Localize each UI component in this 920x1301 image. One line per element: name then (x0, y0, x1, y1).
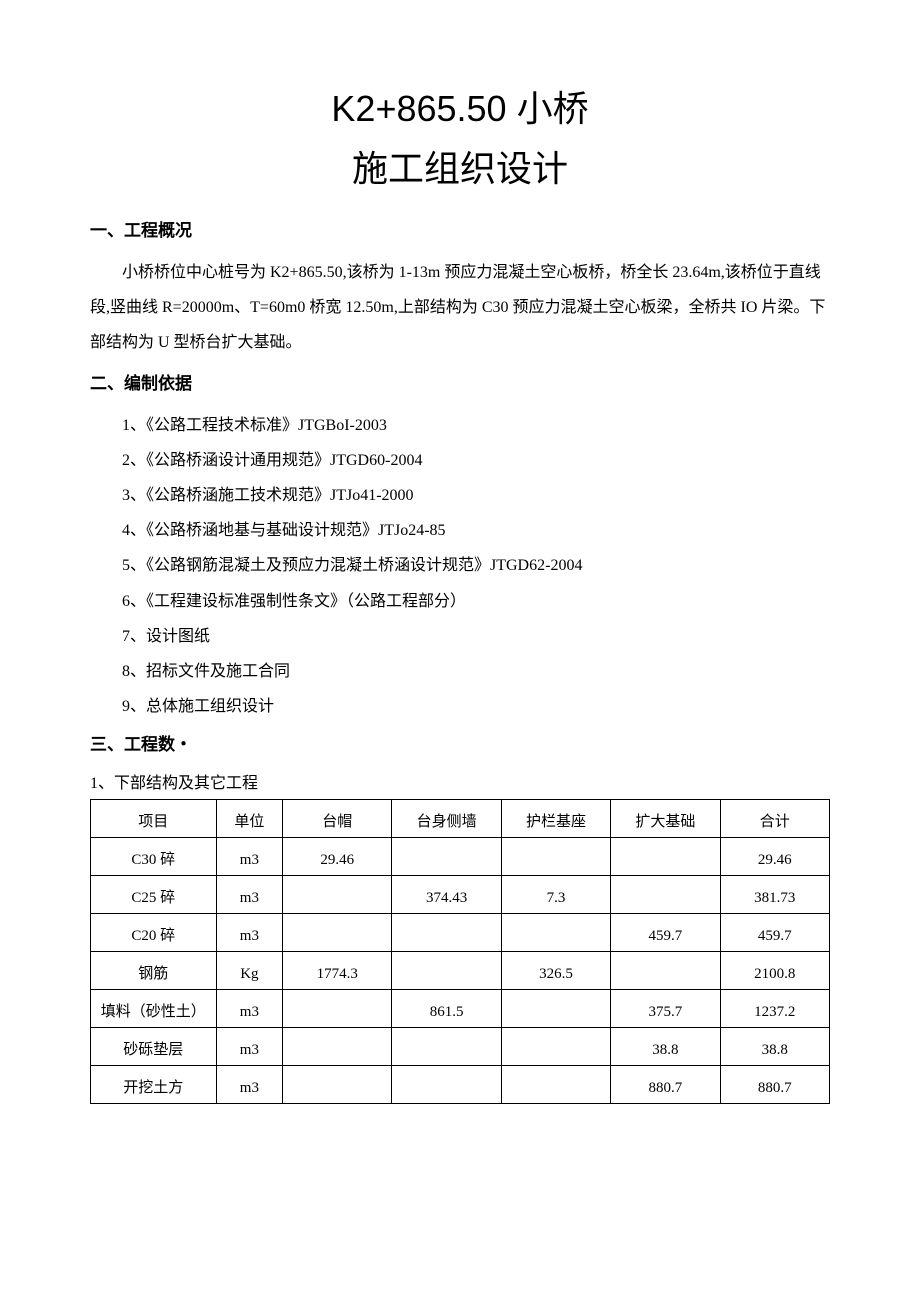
list-item: 8、招标文件及施工合同 (90, 654, 830, 689)
table-row: C30 碎m329.4629.46 (91, 838, 830, 876)
table-cell: 砂砾垫层 (91, 1028, 217, 1066)
table-cell: 29.46 (283, 838, 392, 876)
section-1-heading: 一、工程概况 (90, 216, 830, 241)
table-row: 填料（砂性土）m3 861.5 375.71237.2 (91, 990, 830, 1028)
table-cell: 钢筋 (91, 952, 217, 990)
table-header-cell: 台身侧墙 (392, 800, 501, 838)
table-cell: 38.8 (720, 1028, 829, 1066)
table-header-cell: 项目 (91, 800, 217, 838)
table-header-row: 项目 单位 台帽 台身侧墙 护栏基座 扩大基础 合计 (91, 800, 830, 838)
table-header-cell: 护栏基座 (501, 800, 610, 838)
table-cell (611, 876, 720, 914)
list-item: 1、《公路工程技术标准》JTGBoI-2003 (90, 408, 830, 443)
table-header-cell: 台帽 (283, 800, 392, 838)
table-cell: 375.7 (611, 990, 720, 1028)
engineering-quantity-table: 项目 单位 台帽 台身侧墙 护栏基座 扩大基础 合计 C30 碎m329.462… (90, 799, 830, 1104)
list-item: 4、《公路桥涵地基与基础设计规范》JTJo24-85 (90, 513, 830, 548)
table-cell: 459.7 (720, 914, 829, 952)
table-cell: 2100.8 (720, 952, 829, 990)
table-cell (611, 952, 720, 990)
section-1-paragraph: 小桥桥位中心桩号为 K2+865.50,该桥为 1-13m 预应力混凝土空心板桥… (90, 255, 830, 361)
table-cell: 填料（砂性土） (91, 990, 217, 1028)
table-cell: m3 (216, 1028, 283, 1066)
table-cell: 29.46 (720, 838, 829, 876)
table-cell (501, 914, 610, 952)
table-cell: C30 碎 (91, 838, 217, 876)
section-3-heading: 三、工程数・ (90, 730, 830, 755)
table-cell: C20 碎 (91, 914, 217, 952)
table-body: C30 碎m329.4629.46C25 碎m3374.437.3381.73C… (91, 838, 830, 1104)
table-cell: 326.5 (501, 952, 610, 990)
table-cell (501, 1028, 610, 1066)
table-cell (392, 914, 501, 952)
table-cell: 38.8 (611, 1028, 720, 1066)
table-cell: 880.7 (720, 1066, 829, 1104)
list-item: 7、设计图纸 (90, 619, 830, 654)
table-cell: C25 碎 (91, 876, 217, 914)
table-cell: 374.43 (392, 876, 501, 914)
table-cell (392, 1028, 501, 1066)
table-cell (501, 1066, 610, 1104)
table-cell: m3 (216, 876, 283, 914)
table-cell: 381.73 (720, 876, 829, 914)
section-3-subsection: 1、下部结构及其它工程 (90, 769, 830, 793)
table-cell: Kg (216, 952, 283, 990)
table-cell: m3 (216, 838, 283, 876)
table-cell (392, 838, 501, 876)
table-cell (501, 990, 610, 1028)
list-item: 6、《工程建设标准强制性条文》（公路工程部分） (90, 584, 830, 619)
table-cell: 861.5 (392, 990, 501, 1028)
document-title-line1: K2+865.50 小桥 (90, 80, 830, 132)
table-cell (392, 952, 501, 990)
table-row: 开挖土方m3 880.7880.7 (91, 1066, 830, 1104)
table-header-cell: 合计 (720, 800, 829, 838)
table-cell (283, 990, 392, 1028)
list-item: 3、《公路桥涵施工技术规范》JTJo41-2000 (90, 478, 830, 513)
list-item: 9、总体施工组织设计 (90, 689, 830, 724)
table-cell: 1774.3 (283, 952, 392, 990)
table-cell: 开挖土方 (91, 1066, 217, 1104)
list-item: 2、《公路桥涵设计通用规范》JTGD60-2004 (90, 443, 830, 478)
table-cell: 880.7 (611, 1066, 720, 1104)
table-cell: m3 (216, 1066, 283, 1104)
table-cell: 7.3 (501, 876, 610, 914)
document-title-line2: 施工组织设计 (90, 140, 830, 192)
table-cell (283, 1066, 392, 1104)
table-cell (283, 914, 392, 952)
table-cell: m3 (216, 914, 283, 952)
table-cell (611, 838, 720, 876)
table-cell: m3 (216, 990, 283, 1028)
table-cell: 1237.2 (720, 990, 829, 1028)
table-cell: 459.7 (611, 914, 720, 952)
table-row: 砂砾垫层m3 38.838.8 (91, 1028, 830, 1066)
table-header-cell: 单位 (216, 800, 283, 838)
table-row: C25 碎m3 374.437.3 381.73 (91, 876, 830, 914)
table-header-cell: 扩大基础 (611, 800, 720, 838)
table-cell (283, 876, 392, 914)
table-row: C20 碎m3 459.7459.7 (91, 914, 830, 952)
table-cell (501, 838, 610, 876)
table-cell (283, 1028, 392, 1066)
section-2-heading: 二、编制依据 (90, 369, 830, 394)
list-item: 5、《公路钢筋混凝土及预应力混凝土桥涵设计规范》JTGD62-2004 (90, 548, 830, 583)
table-row: 钢筋Kg1774.3 326.5 2100.8 (91, 952, 830, 990)
table-cell (392, 1066, 501, 1104)
